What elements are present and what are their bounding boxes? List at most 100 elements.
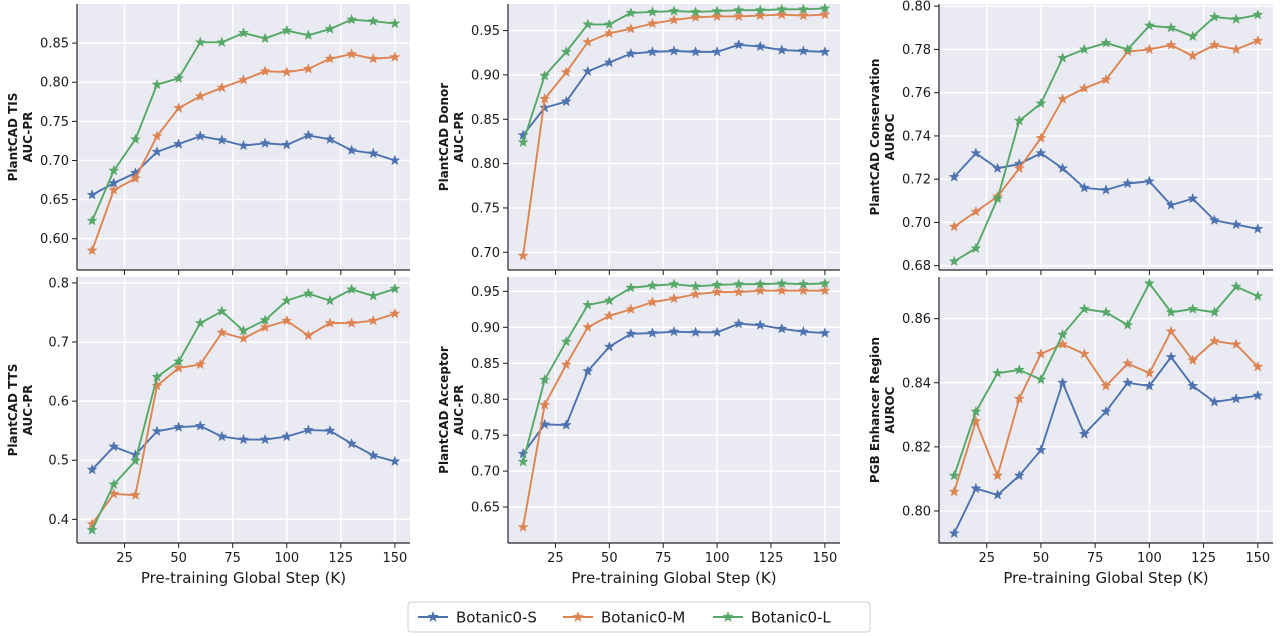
data-point-Botanic0-S <box>754 319 766 330</box>
data-point-Botanic0-M <box>302 63 314 74</box>
data-point-Botanic0-S <box>1078 182 1090 193</box>
data-point-Botanic0-S <box>151 146 163 157</box>
y-tick-label: 0.76 <box>902 86 931 101</box>
legend: Botanic0-S Botanic0-M Botanic0-L <box>407 601 871 633</box>
data-point-Botanic0-S <box>259 137 271 148</box>
data-point-Botanic0-M <box>970 205 982 217</box>
data-point-Botanic0-L <box>216 305 228 316</box>
data-point-Botanic0-S <box>173 138 185 149</box>
panel-6: 0.80 0.82 0.84 0.86 25 50 75 100 125 150 PGB Enhan… <box>868 277 1273 587</box>
data-point-Botanic0-M <box>1252 360 1264 372</box>
data-point-Botanic0-M <box>1078 82 1090 94</box>
data-point-Botanic0-L <box>517 136 529 147</box>
data-point-Botanic0-S <box>302 424 314 435</box>
data-point-Botanic0-S <box>625 328 637 339</box>
data-point-Botanic0-M <box>754 284 766 296</box>
y-axis-label-line: PGB Enhancer Region <box>868 337 882 483</box>
y-tick-label: 0.60 <box>40 232 69 247</box>
data-point-Botanic0-M <box>560 66 572 77</box>
data-point-Botanic0-M <box>560 358 572 370</box>
x-tick-label: 50 <box>601 551 618 566</box>
data-point-Botanic0-S <box>194 420 206 431</box>
data-point-Botanic0-M <box>517 250 529 261</box>
data-point-Botanic0-L <box>1122 319 1134 330</box>
data-point-Botanic0-M <box>324 52 336 64</box>
legend-star-icon <box>572 610 584 622</box>
data-point-Botanic0-L <box>668 278 680 289</box>
data-point-Botanic0-S <box>582 365 594 376</box>
data-point-Botanic0-L <box>129 133 141 145</box>
y-axis-label: PGB Enhancer RegionAUROC <box>868 337 897 483</box>
data-point-Botanic0-L <box>1187 303 1199 314</box>
data-point-Botanic0-L <box>194 36 206 48</box>
data-point-Botanic0-M <box>259 321 271 332</box>
data-point-Botanic0-M <box>797 9 809 21</box>
y-axis-label: PlantCAD TISAUC-PR <box>6 93 35 182</box>
data-point-Botanic0-L <box>1208 11 1220 22</box>
data-point-Botanic0-S <box>733 39 745 50</box>
data-point-Botanic0-S <box>216 430 228 442</box>
data-point-Botanic0-S <box>1252 223 1264 234</box>
data-point-Botanic0-L <box>367 290 379 301</box>
data-point-Botanic0-L <box>797 278 809 289</box>
x-axis-label: Pre-training Global Step (K) <box>1003 569 1208 587</box>
data-point-Botanic0-M <box>819 8 831 20</box>
y-axis-label-line: PlantCAD TIS <box>6 93 20 182</box>
data-point-Botanic0-L <box>603 18 615 30</box>
data-point-Botanic0-M <box>992 469 1004 481</box>
data-point-Botanic0-S <box>1035 147 1047 158</box>
y-tick-label: 0.75 <box>40 115 69 130</box>
x-tick-label: 125 <box>759 551 784 566</box>
y-tick-label: 0.70 <box>471 246 500 261</box>
data-point-Botanic0-M <box>517 521 529 532</box>
data-point-Botanic0-S <box>1252 389 1264 401</box>
x-tick-label: 75 <box>655 551 672 566</box>
data-point-Botanic0-L <box>646 6 658 17</box>
data-point-Botanic0-M <box>776 284 788 296</box>
data-point-Botanic0-M <box>367 314 379 326</box>
data-point-Botanic0-L <box>733 4 745 15</box>
y-axis-label-line: AUC-PR <box>452 112 466 163</box>
legend-star-icon <box>722 610 734 622</box>
y-axis-label-line: PlantCAD Donor <box>437 83 451 192</box>
data-point-Botanic0-L <box>324 294 336 306</box>
data-point-Botanic0-M <box>646 17 658 29</box>
data-point-Botanic0-S <box>776 322 788 334</box>
data-point-Botanic0-L <box>1143 277 1155 289</box>
y-tick-label: 0.95 <box>471 285 500 300</box>
y-tick-label: 0.65 <box>40 193 69 208</box>
data-point-Botanic0-S <box>238 139 249 151</box>
y-axis-label: PlantCAD ConservationAUROC <box>868 59 897 216</box>
data-point-Botanic0-L <box>539 374 551 385</box>
data-point-Botanic0-S <box>1100 184 1112 195</box>
data-point-Botanic0-S <box>86 189 98 200</box>
data-point-Botanic0-S <box>367 449 379 461</box>
data-point-Botanic0-M <box>1230 338 1242 349</box>
data-point-Botanic0-L <box>754 278 766 289</box>
data-point-Botanic0-S <box>389 455 401 467</box>
data-point-Botanic0-S <box>690 46 702 57</box>
y-tick-label: 0.75 <box>471 201 500 216</box>
data-point-Botanic0-M <box>819 284 831 296</box>
data-point-Botanic0-S <box>367 147 379 159</box>
x-tick-label: 100 <box>705 551 730 566</box>
data-point-Botanic0-L <box>1165 22 1177 33</box>
data-point-Botanic0-M <box>582 36 594 47</box>
data-point-Botanic0-S <box>560 95 572 107</box>
data-point-Botanic0-S <box>346 144 358 155</box>
x-tick-label: 125 <box>328 551 353 566</box>
data-point-Botanic0-S <box>603 56 615 68</box>
y-axis-label-line: AUC-PR <box>21 112 35 163</box>
data-point-Botanic0-M <box>1035 348 1047 359</box>
data-point-Botanic0-S <box>1165 351 1177 362</box>
data-point-Botanic0-S <box>1187 380 1199 391</box>
x-tick-label: 50 <box>1033 551 1050 566</box>
data-point-Botanic0-M <box>389 307 401 319</box>
data-point-Botanic0-M <box>646 296 658 307</box>
data-point-Botanic0-S <box>151 425 163 436</box>
data-point-Botanic0-L <box>1208 306 1220 317</box>
data-point-Botanic0-M <box>733 286 745 297</box>
data-point-Botanic0-S <box>1143 380 1155 391</box>
data-point-Botanic0-L <box>86 214 98 226</box>
data-point-Botanic0-M <box>1035 132 1047 143</box>
